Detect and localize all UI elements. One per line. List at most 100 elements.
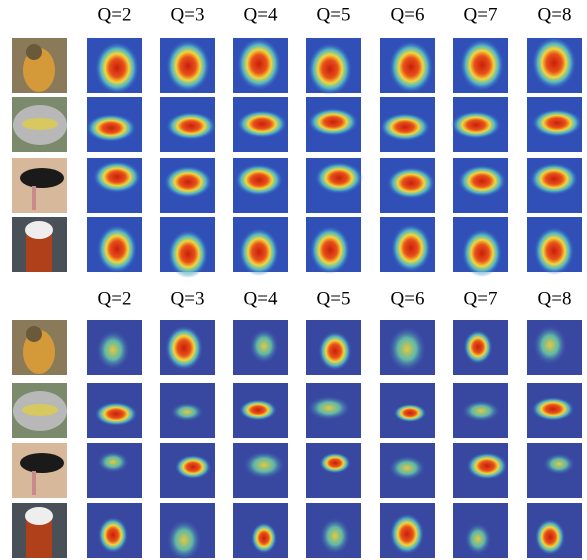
activation — [235, 164, 283, 196]
column-label: Q=2 — [98, 288, 132, 309]
heatmap — [233, 158, 288, 213]
heatmap — [380, 217, 435, 272]
activation — [458, 165, 506, 197]
activation — [394, 404, 427, 422]
activation — [451, 111, 501, 139]
heatmap — [306, 443, 361, 498]
subject — [20, 168, 64, 188]
heatmap — [527, 97, 582, 152]
activation — [168, 230, 208, 278]
activation — [86, 114, 136, 142]
column-label: Q=7 — [464, 288, 498, 309]
activation — [389, 41, 433, 93]
activation — [97, 331, 130, 370]
foam — [25, 507, 53, 525]
heatmap — [527, 503, 582, 558]
activation — [532, 109, 582, 137]
activation — [462, 401, 500, 422]
heatmap — [453, 217, 508, 277]
heatmap — [306, 97, 361, 152]
activation — [237, 110, 287, 138]
column-label: Q=7 — [464, 4, 498, 25]
activation — [251, 522, 277, 553]
activation — [462, 229, 502, 277]
column-label: Q=3 — [171, 4, 205, 25]
heatmap — [453, 383, 508, 438]
heatmap — [527, 383, 582, 438]
heatmap — [527, 37, 582, 93]
heatmap — [160, 320, 215, 375]
heatmap — [306, 320, 361, 375]
heatmap — [233, 443, 288, 498]
source-image — [12, 383, 67, 438]
activation — [388, 327, 425, 371]
foam — [25, 221, 53, 239]
heatmap — [87, 158, 142, 213]
activation — [387, 167, 435, 199]
heatmap — [380, 38, 435, 93]
heatmap — [527, 443, 582, 498]
legs — [32, 471, 36, 495]
heatmap — [306, 503, 361, 558]
column-label: Q=3 — [171, 288, 205, 309]
column-label: Q=4 — [244, 288, 278, 309]
activation — [97, 452, 128, 473]
activation — [239, 228, 279, 276]
activation — [320, 518, 350, 554]
column-label: Q=8 — [538, 4, 572, 25]
heatmap — [233, 97, 288, 152]
activation — [308, 43, 352, 95]
heatmap — [453, 503, 508, 558]
activation — [167, 520, 201, 560]
heatmap — [527, 217, 582, 275]
heatmap — [380, 97, 435, 152]
heatmap — [87, 217, 142, 273]
activation — [391, 224, 431, 272]
activation — [467, 452, 508, 479]
heatmap — [453, 320, 508, 375]
column-label: Q=6 — [391, 288, 425, 309]
heatmap — [306, 217, 361, 274]
heatmap — [160, 38, 215, 93]
food — [22, 118, 58, 130]
column-label: Q=4 — [244, 4, 278, 25]
subject — [26, 326, 42, 342]
heatmap — [160, 443, 215, 498]
source-image — [12, 158, 67, 213]
activation — [164, 166, 212, 198]
heatmap — [380, 503, 435, 558]
activation — [175, 455, 211, 479]
heatmap — [451, 97, 508, 152]
heatmap — [233, 38, 288, 93]
heatmap — [380, 158, 435, 213]
activation — [98, 517, 128, 553]
column-label: Q=5 — [317, 288, 351, 309]
heatmap — [527, 158, 582, 213]
food — [22, 404, 58, 416]
heatmap — [233, 217, 288, 276]
activation — [166, 112, 216, 140]
activation — [95, 42, 139, 94]
heatmap — [380, 383, 435, 438]
heatmap — [87, 443, 142, 498]
activation — [165, 326, 202, 370]
activation — [308, 396, 351, 420]
heatmap — [453, 158, 508, 213]
heatmap — [160, 503, 215, 560]
activation — [93, 161, 141, 193]
activation — [95, 402, 138, 426]
heatmap — [160, 383, 215, 438]
source-image — [12, 217, 67, 272]
heatmap — [380, 320, 435, 375]
heatmap — [160, 158, 215, 213]
heatmap — [233, 320, 288, 375]
column-label: Q=8 — [538, 288, 572, 309]
source-image — [12, 38, 67, 93]
activation — [389, 456, 425, 480]
source-image — [12, 503, 67, 558]
column-label: Q=6 — [391, 4, 425, 25]
heatmap — [87, 503, 142, 558]
activation — [460, 39, 504, 91]
activation — [239, 400, 277, 421]
activation — [380, 113, 430, 141]
